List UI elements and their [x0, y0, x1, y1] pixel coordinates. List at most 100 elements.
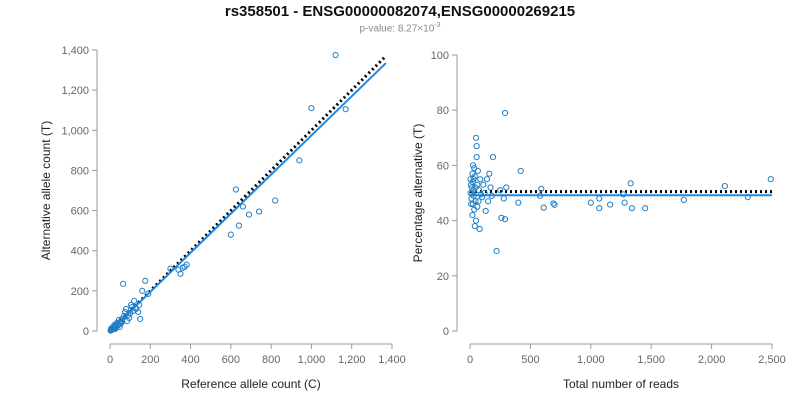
p1-x-axis-label: Reference allele count (C)	[181, 377, 320, 391]
p2-y-tick-label: 60	[437, 160, 449, 172]
p2-data-point	[621, 199, 628, 206]
p2-data-point	[501, 216, 509, 223]
p1-data-point	[332, 51, 339, 59]
p2-y-tick-label: 20	[437, 271, 449, 283]
p2-data-point	[467, 189, 474, 197]
p2-x-tick-label: 500	[521, 354, 539, 366]
p2-x-axis-label: Total number of reads	[563, 377, 679, 391]
p1-x-tick-label: 1,200	[338, 354, 366, 366]
p2-data-point	[482, 207, 489, 215]
p1-data-point	[132, 304, 139, 312]
p1-x-tick-label: 400	[181, 354, 199, 366]
p1-y-tick-label: 0	[83, 326, 89, 338]
p2-data-point	[469, 200, 477, 208]
p2-data-point	[515, 199, 522, 206]
p2-data-point	[473, 154, 480, 161]
p1-data-point	[167, 265, 174, 272]
p1-data-point	[119, 280, 127, 287]
p2-data-point	[485, 198, 492, 205]
p2-data-point	[493, 247, 500, 255]
p2-data-point	[474, 167, 481, 175]
p1-data-point	[142, 277, 149, 284]
p2-data-point	[477, 176, 484, 183]
p2-data-point	[721, 183, 728, 190]
p2-data-point	[497, 187, 504, 194]
p1-x-tick-label: 800	[262, 354, 280, 366]
figure-subtitle: p-value: 8.27×10-3	[0, 22, 800, 34]
p1-data-point	[118, 318, 126, 326]
p1-data-point	[121, 312, 128, 320]
p2-data-point	[471, 223, 478, 230]
p2-data-point	[469, 211, 476, 219]
p1-data-point	[235, 222, 243, 229]
p1-y-axis-label: Alternative allele count (T)	[39, 121, 53, 260]
p2-data-point	[483, 176, 491, 183]
p2-data-point	[500, 195, 507, 202]
p2-data-point	[744, 194, 751, 201]
p1-data-point	[296, 157, 303, 164]
p1-data-point	[183, 261, 190, 268]
p2-data-point	[489, 154, 497, 161]
p1-data-point	[239, 203, 247, 210]
p2-data-point	[488, 192, 495, 199]
p2-data-point	[480, 181, 487, 188]
p2-data-point	[596, 205, 603, 212]
p1-y-tick-label: 1,000	[61, 125, 89, 137]
p1-y-tick-label: 1,400	[61, 45, 89, 57]
p1-fit-line	[109, 62, 387, 332]
p1-y-tick-label: 600	[71, 206, 89, 218]
p1-data-point	[139, 287, 146, 294]
p1-data-point	[123, 305, 130, 313]
p2-data-point	[472, 217, 480, 224]
p1-x-tick-label: 0	[107, 354, 113, 366]
p2-data-point	[476, 225, 483, 232]
p2-data-point	[620, 191, 627, 198]
p1-data-point	[175, 266, 182, 273]
p2-data-point	[475, 198, 482, 205]
p1-data-point	[227, 231, 234, 238]
p2-data-point	[627, 180, 634, 187]
p1-data-point	[135, 308, 142, 316]
p1-data-point	[342, 106, 349, 113]
p2-x-tick-label: 1,000	[577, 354, 605, 366]
p1-data-point	[137, 315, 144, 323]
p1-x-tick-label: 200	[141, 354, 159, 366]
p2-y-tick-label: 0	[443, 326, 449, 338]
p2-data-point	[487, 184, 494, 191]
p2-data-point	[536, 192, 544, 199]
p2-y-axis-label: Percentage alternative (T)	[411, 124, 425, 263]
p-value-text: p-value: 8.27×10	[359, 23, 435, 35]
p2-data-point	[680, 196, 687, 203]
p1-x-tick-label: 1,400	[378, 354, 406, 366]
p2-x-tick-label: 2,000	[698, 354, 726, 366]
p2-data-point	[469, 170, 476, 177]
p1-y-tick-label: 400	[71, 246, 89, 258]
p1-data-point	[308, 105, 315, 112]
p2-x-tick-label: 1,500	[637, 354, 665, 366]
p2-x-tick-label: 0	[467, 354, 473, 366]
p1-data-point	[128, 301, 135, 309]
p2-data-point	[469, 162, 477, 169]
p1-data-point	[136, 301, 143, 309]
p1-data-point	[255, 208, 263, 215]
p2-data-point	[642, 205, 649, 212]
p1-data-point	[108, 326, 115, 333]
p2-data-point	[471, 206, 478, 213]
p1-y-tick-label: 200	[71, 286, 89, 298]
p1-x-tick-label: 1,000	[298, 354, 326, 366]
p2-y-tick-label: 40	[437, 216, 449, 228]
p1-data-point	[131, 297, 138, 304]
p1-data-point	[181, 263, 188, 270]
p2-data-point	[538, 185, 545, 192]
p1-y-tick-label: 800	[71, 165, 89, 177]
p2-data-point	[551, 201, 558, 208]
p1-data-point	[107, 327, 114, 334]
p2-data-point	[486, 170, 493, 177]
p2-data-point	[468, 200, 475, 208]
p2-data-point	[607, 201, 614, 208]
p2-data-point	[498, 214, 505, 221]
p1-data-point	[145, 290, 152, 297]
p1-x-tick-label: 600	[222, 354, 240, 366]
